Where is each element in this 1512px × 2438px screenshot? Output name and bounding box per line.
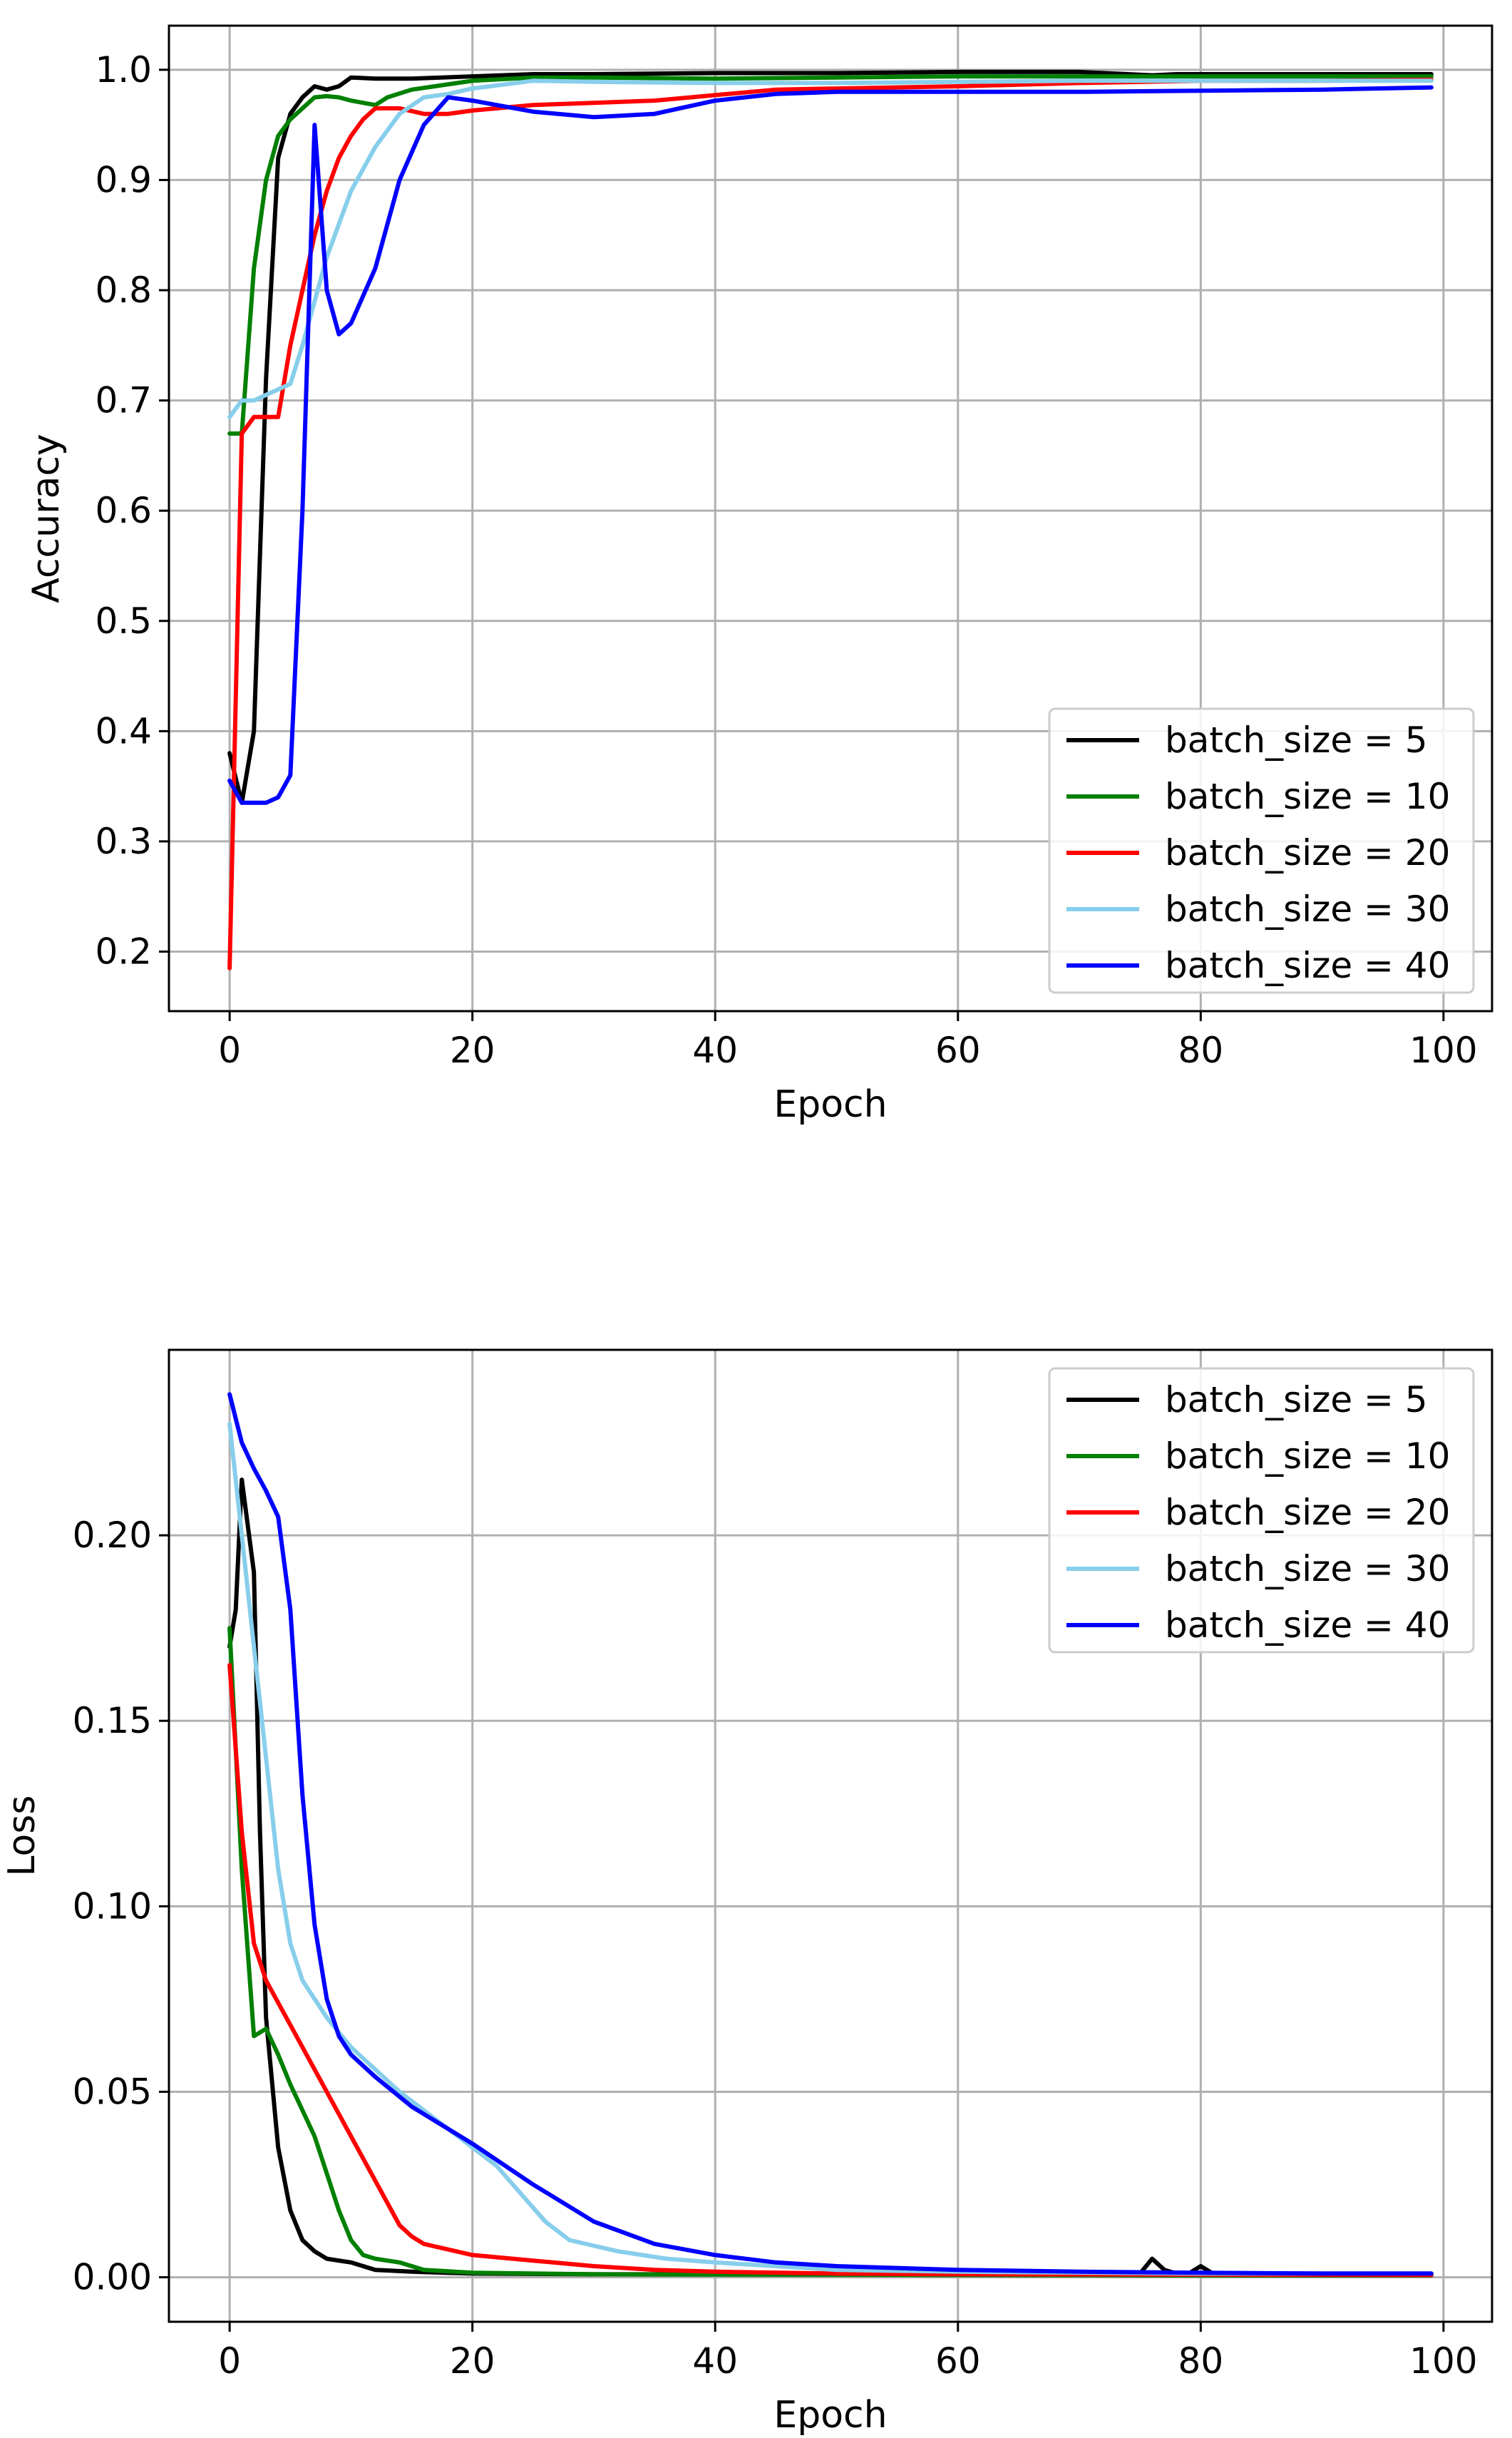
plot-lines (227, 69, 1434, 970)
legend: batch_size = 5 batch_size = 10 batch_size … (1048, 707, 1475, 994)
axes-frame (168, 24, 1493, 1013)
x-axis-label: Epoch (773, 1083, 887, 1126)
x-tick-label: 20 (450, 1030, 495, 1071)
legend-box (1048, 707, 1475, 994)
y-tick-label: 0.05 (73, 2071, 152, 2112)
y-tick-label: 0.9 (95, 159, 152, 200)
x-axis-label: Epoch (773, 2394, 887, 2437)
x-tick-label: 60 (935, 2340, 981, 2382)
legend: batch_size = 5 batch_size = 10 batch_size … (1048, 1367, 1475, 1654)
y-tick-label: 0.5 (95, 600, 152, 642)
y-tick-label: 0.4 (95, 710, 152, 752)
series-line-batch-size-20 (227, 1663, 1434, 2278)
series-line-batch-size-20 (227, 77, 1434, 970)
x-tick-label: 0 (218, 1030, 241, 1071)
series-line-batch-size-10 (227, 1626, 1434, 2278)
x-tick-label: 60 (935, 1030, 981, 1071)
x-tick-label: 40 (692, 1030, 738, 1071)
legend-label-batch-size-5: batch_size = 5 (1165, 719, 1428, 761)
x-tick-label: 80 (1178, 1030, 1224, 1071)
legend-label-batch-size-30: batch_size = 30 (1165, 888, 1450, 930)
y-tick-label: 0.00 (73, 2257, 152, 2298)
x-tick-label: 20 (450, 2340, 495, 2382)
legend-label-batch-size-30: batch_size = 30 (1165, 1548, 1450, 1589)
series-line-batch-size-40 (227, 85, 1434, 805)
y-tick-label: 0.15 (73, 1700, 152, 1741)
legend-label-batch-size-10: batch_size = 10 (1165, 1435, 1450, 1477)
legend-label-batch-size-10: batch_size = 10 (1165, 776, 1450, 817)
series-line-batch-size-5 (227, 69, 1434, 805)
loss-chart: 0 20 40 60 80 100 0.00 0.05 0.10 0.15 0.20 Epoch Los… (1, 1348, 1493, 2437)
series-line-batch-size-40 (227, 1392, 1434, 2276)
y-tick-label: 0.8 (95, 270, 152, 311)
plot-lines (227, 1392, 1434, 2278)
y-tick-label: 0.7 (95, 380, 152, 421)
y-axis-label: Loss (1, 1795, 43, 1876)
legend-label-batch-size-40: batch_size = 40 (1165, 1604, 1450, 1646)
legend-label-batch-size-20: batch_size = 20 (1165, 832, 1450, 874)
y-tick-label: 1.0 (95, 49, 152, 91)
y-tick-label: 0.3 (95, 821, 152, 862)
y-tick-label: 0.2 (95, 931, 152, 973)
x-tick-label: 100 (1409, 2340, 1477, 2382)
legend-label-batch-size-40: batch_size = 40 (1165, 945, 1450, 986)
accuracy-chart: 0 20 40 60 80 100 0.2 0.3 0.4 0.5 0.6 0.7 0.8 0.9 1.0 E… (25, 24, 1493, 1126)
y-tick-label: 0.10 (73, 1885, 152, 1927)
legend-box (1048, 1367, 1475, 1654)
y-tick-label: 0.20 (73, 1515, 152, 1556)
y-tick-label: 0.6 (95, 490, 152, 531)
x-tick-label: 100 (1409, 1030, 1477, 1071)
x-tick-label: 80 (1178, 2340, 1224, 2382)
y-axis-label: Accuracy (25, 434, 68, 603)
axes-frame (168, 1348, 1493, 2323)
x-tick-label: 0 (218, 2340, 241, 2382)
x-tick-label: 40 (692, 2340, 738, 2382)
legend-label-batch-size-5: batch_size = 5 (1165, 1379, 1428, 1420)
legend-label-batch-size-20: batch_size = 20 (1165, 1492, 1450, 1533)
series-line-batch-size-30 (227, 78, 1434, 419)
series-line-batch-size-10 (227, 74, 1434, 436)
